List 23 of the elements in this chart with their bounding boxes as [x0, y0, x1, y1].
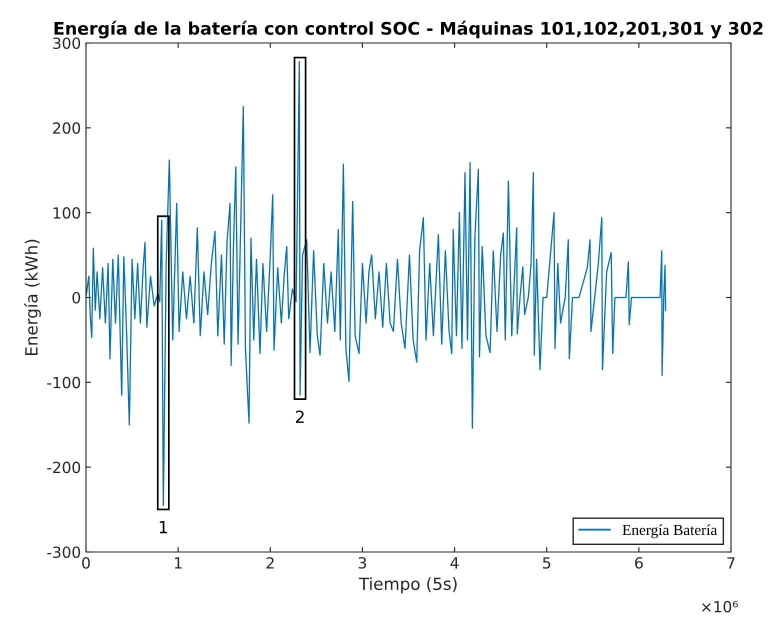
chart-title: Energía de la batería con control SOC - Máquinas 101,102,201,301 y 302 [54, 20, 762, 38]
x-tick-label: 7 [727, 557, 735, 568]
x-tick-label: 3 [358, 557, 366, 569]
y-tick-label: 200 [53, 122, 80, 134]
y-tick-label: -300 [47, 546, 80, 558]
y-tick-label: 100 [54, 207, 80, 219]
y-tick-label: 0 [72, 292, 80, 304]
text: ×10⁶ [702, 600, 738, 612]
x-tick-label: 0 [82, 557, 90, 569]
x-tick-label: 1 [174, 557, 182, 568]
y-tick-label: -100 [47, 376, 80, 388]
y-tick-label: 300 [53, 37, 80, 50]
x-tick-label: 6 [635, 557, 643, 569]
annotation: 2 [296, 410, 304, 423]
legend-label: Energía Batería [622, 524, 718, 538]
y-axis-title: Energía (kWh) [24, 240, 41, 356]
y-tick-label: -200 [47, 462, 80, 474]
x-axis-title: Tiempo (5s) [358, 577, 457, 594]
x-tick-label: 2 [266, 557, 274, 568]
x-tick-label: 4 [450, 557, 459, 568]
x-tick-label: 5 [543, 557, 550, 569]
annotation: 1 [160, 521, 168, 534]
line-series [86, 61, 666, 506]
